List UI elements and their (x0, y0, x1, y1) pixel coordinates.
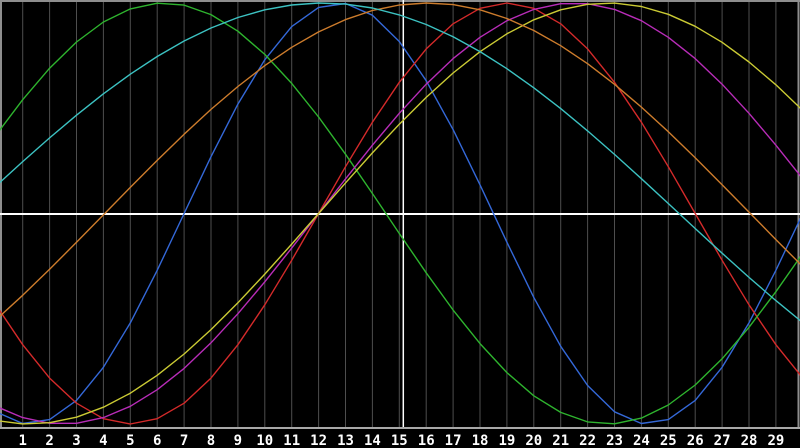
x-axis-label-6: 6 (153, 433, 161, 448)
x-axis-label-15: 15 (391, 433, 408, 448)
x-axis-label-20: 20 (525, 433, 542, 448)
x-axis-label-5: 5 (126, 433, 134, 448)
x-axis-label-23: 23 (606, 433, 623, 448)
x-axis-label-28: 28 (741, 433, 758, 448)
curve-cyan-cycle (0, 2, 800, 322)
x-axis-label-24: 24 (633, 433, 650, 448)
x-axis-label-17: 17 (445, 433, 462, 448)
x-axis-label-16: 16 (418, 433, 435, 448)
x-axis-label-9: 9 (234, 433, 242, 448)
x-axis-label-3: 3 (72, 433, 80, 448)
x-axis-label-26: 26 (687, 433, 704, 448)
x-axis-label-12: 12 (310, 433, 327, 448)
x-axis-label-19: 19 (498, 433, 515, 448)
x-axis-label-10: 10 (256, 433, 273, 448)
curve-orange-cycle (0, 2, 800, 318)
x-axis-label-27: 27 (714, 433, 731, 448)
curve-magenta-cycle (0, 3, 800, 424)
curve-blue-cycle (0, 2, 800, 425)
x-axis-label-2: 2 (45, 433, 53, 448)
x-axis-label-22: 22 (579, 433, 596, 448)
x-axis-label-14: 14 (364, 433, 381, 448)
curve-yellow-cycle (0, 2, 800, 425)
x-axis-label-7: 7 (180, 433, 188, 448)
x-axis-label-11: 11 (283, 433, 300, 448)
x-axis-label-29: 29 (767, 433, 784, 448)
curve-green-cycle (0, 2, 800, 425)
x-axis-label-1: 1 (18, 433, 26, 448)
x-axis-label-13: 13 (337, 433, 354, 448)
curve-red-cycle (0, 2, 800, 425)
x-axis-label-4: 4 (99, 433, 107, 448)
x-axis-label-18: 18 (472, 433, 489, 448)
x-axis-label-25: 25 (660, 433, 677, 448)
x-axis-label-8: 8 (207, 433, 215, 448)
x-axis-label-21: 21 (552, 433, 569, 448)
